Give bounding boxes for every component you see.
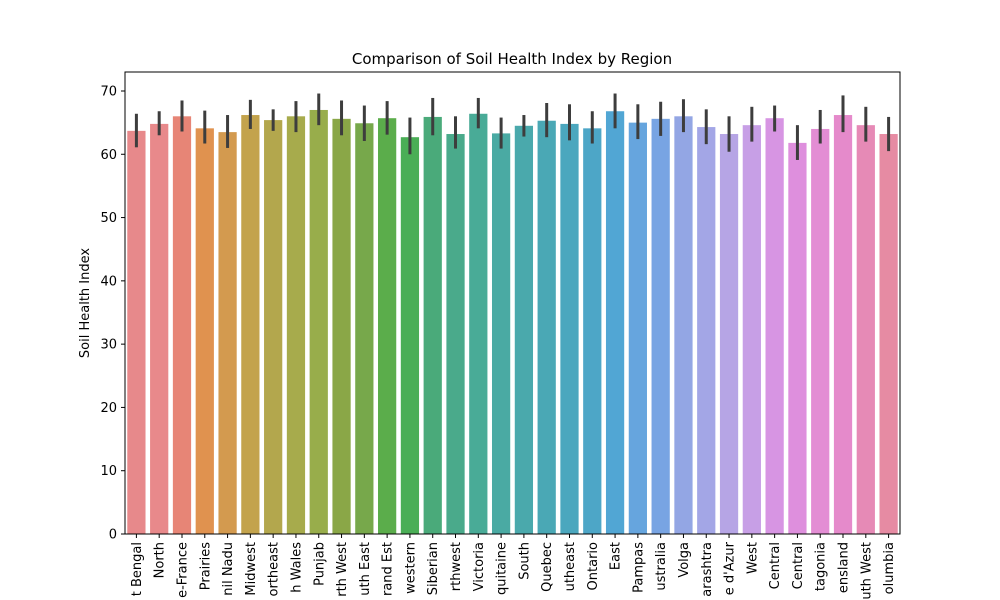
bar bbox=[605, 111, 625, 535]
bar bbox=[150, 123, 169, 535]
x-tick-label: e-France bbox=[175, 542, 190, 598]
x-tick-label: arashtra bbox=[700, 542, 715, 597]
x-tick-label: quitaine bbox=[495, 542, 510, 595]
bar bbox=[446, 134, 465, 534]
bar bbox=[560, 123, 579, 535]
bar bbox=[378, 118, 397, 534]
bar bbox=[127, 130, 146, 535]
bar bbox=[172, 116, 192, 535]
bar bbox=[309, 109, 328, 534]
x-tick-label: Quebec bbox=[540, 542, 555, 592]
x-tick-label: rand Est bbox=[381, 542, 396, 596]
x-axis: t Bengal North e-France Prairies nil Nadu Mid… bbox=[130, 534, 897, 600]
y-tick-label: 20 bbox=[100, 401, 117, 416]
bar bbox=[355, 123, 374, 534]
x-tick-label: rth West bbox=[335, 542, 350, 597]
x-tick-label: h Wales bbox=[289, 542, 304, 593]
bar bbox=[719, 134, 739, 534]
chart-title: Comparison of Soil Health Index by Regio… bbox=[352, 50, 672, 68]
bar bbox=[332, 118, 351, 534]
bar bbox=[241, 115, 260, 534]
x-tick-label: olumbia bbox=[882, 542, 897, 594]
x-tick-label: uth East bbox=[358, 542, 373, 596]
bar bbox=[195, 128, 214, 534]
y-tick-label: 70 bbox=[100, 84, 117, 99]
x-tick-label: ortheast bbox=[267, 542, 282, 596]
x-tick-label: Siberian bbox=[426, 542, 441, 595]
x-tick-label: Pampas bbox=[631, 542, 646, 593]
x-tick-label: Central bbox=[791, 542, 806, 589]
bar bbox=[697, 127, 716, 534]
bar bbox=[264, 120, 283, 534]
bar bbox=[469, 113, 488, 535]
bar bbox=[742, 125, 761, 534]
bar bbox=[583, 128, 602, 534]
bar bbox=[286, 116, 306, 535]
x-tick-label: Prairies bbox=[198, 542, 213, 590]
x-tick-label: utheast bbox=[563, 542, 578, 591]
x-tick-label: rthwest bbox=[449, 542, 464, 591]
bar bbox=[537, 120, 556, 534]
x-tick-label: Midwest bbox=[244, 542, 259, 596]
x-tick-label: East bbox=[609, 542, 624, 570]
y-tick-label: 0 bbox=[109, 528, 117, 543]
y-tick-label: 40 bbox=[100, 274, 117, 289]
y-axis-label: Soil Health Index bbox=[78, 248, 93, 358]
x-tick-label: nil Nadu bbox=[221, 542, 236, 596]
x-tick-label: ensland bbox=[837, 542, 852, 593]
bar bbox=[651, 118, 670, 534]
x-tick-label: South bbox=[517, 542, 532, 580]
bar bbox=[811, 128, 830, 534]
x-tick-label: uth West bbox=[859, 542, 874, 600]
x-tick-label: e d'Azur bbox=[723, 541, 738, 595]
bar bbox=[788, 142, 807, 534]
bar bbox=[674, 116, 693, 535]
bar bbox=[218, 132, 237, 534]
bar bbox=[491, 133, 511, 534]
x-tick-label: Ontario bbox=[586, 542, 601, 590]
x-tick-label: tagonia bbox=[814, 542, 829, 591]
bar bbox=[400, 137, 420, 534]
y-tick-label: 10 bbox=[100, 464, 117, 479]
x-tick-label: western bbox=[403, 542, 418, 594]
bar bbox=[628, 122, 647, 534]
x-tick-label: Victoria bbox=[472, 542, 487, 591]
bar bbox=[833, 115, 853, 534]
bar bbox=[879, 134, 898, 534]
x-tick-label: Punjab bbox=[312, 542, 327, 586]
bar bbox=[856, 125, 875, 534]
bar bbox=[765, 118, 784, 534]
bars-group bbox=[127, 109, 898, 535]
y-tick-label: 60 bbox=[100, 148, 117, 163]
x-tick-label: Volga bbox=[677, 542, 692, 578]
x-tick-label: ustralia bbox=[654, 542, 669, 591]
error-bars-group bbox=[134, 93, 891, 160]
x-tick-label: t Bengal bbox=[130, 542, 145, 596]
bar bbox=[514, 125, 534, 534]
x-tick-label: West bbox=[745, 542, 760, 574]
x-tick-label: North bbox=[153, 542, 168, 578]
x-tick-label: Central bbox=[768, 542, 783, 589]
plot-frame bbox=[124, 71, 901, 535]
y-axis: 0 10 20 30 40 50 60 70 bbox=[100, 84, 125, 543]
y-tick-label: 30 bbox=[100, 338, 117, 353]
bar bbox=[423, 116, 442, 535]
y-tick-label: 50 bbox=[100, 211, 117, 226]
